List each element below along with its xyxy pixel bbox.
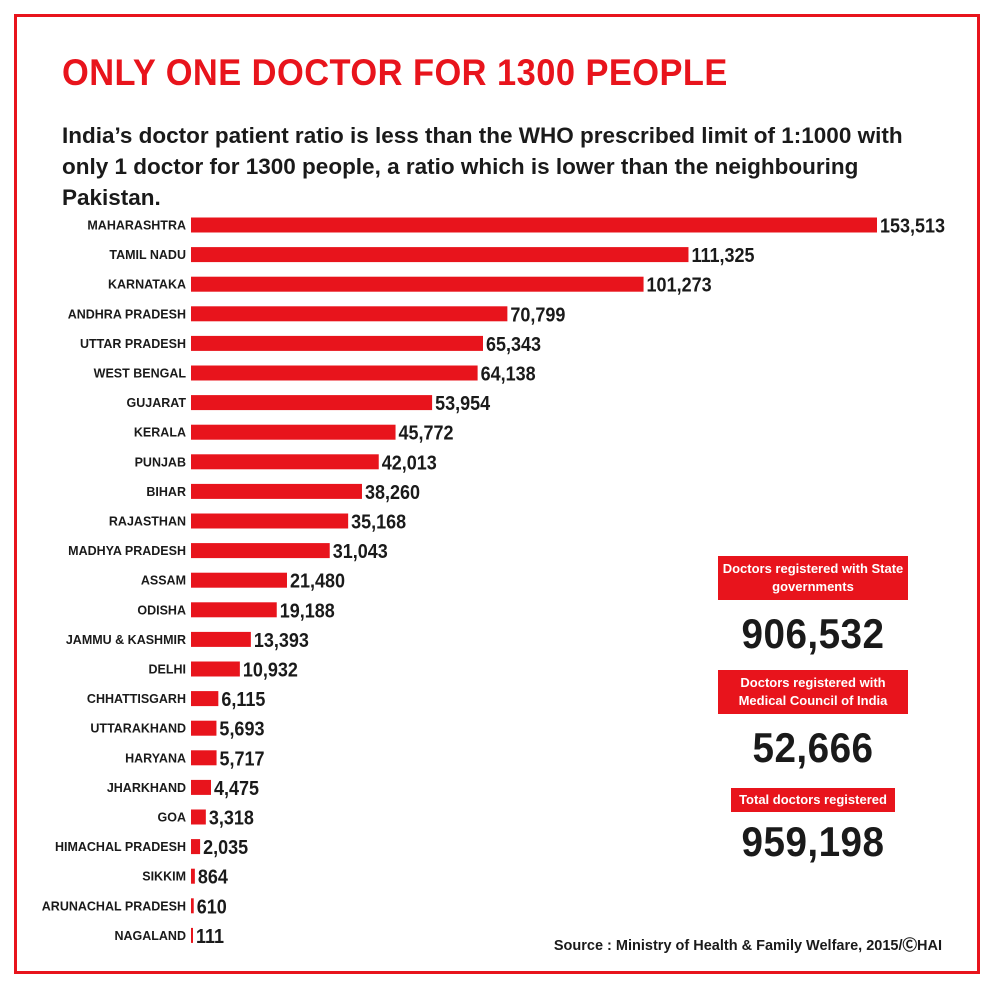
bar [191, 750, 217, 766]
category-label: SIKKIM [142, 870, 186, 884]
stat-value: 52,666 [752, 724, 874, 771]
value-label: 864 [198, 867, 228, 889]
bar [191, 691, 219, 707]
bar [191, 602, 277, 618]
page-subtitle: India’s doctor patient ratio is less tha… [62, 123, 903, 210]
category-label: ANDHRA PRADESH [68, 307, 186, 321]
category-label: JHARKHAND [107, 781, 186, 795]
stat-value: 959,198 [741, 818, 885, 865]
category-label: CHHATTISGARH [87, 692, 186, 706]
bar [191, 927, 193, 943]
page-title: ONLY ONE DOCTOR FOR 1300 PEOPLE [62, 52, 728, 93]
bar [191, 839, 201, 855]
value-label: 64,138 [481, 364, 536, 386]
value-label: 13,393 [254, 630, 309, 652]
value-label: 610 [197, 896, 227, 918]
stat-label: Doctors registered with State government… [718, 556, 908, 600]
bar [191, 513, 349, 529]
stat-label: Total doctors registered [731, 788, 895, 812]
value-label: 19,188 [280, 600, 335, 622]
bar [191, 779, 211, 795]
bar [191, 720, 217, 736]
category-label: GOA [158, 811, 186, 825]
category-label: KARNATAKA [108, 278, 186, 292]
category-label: GUJARAT [127, 396, 187, 410]
value-label: 35,168 [351, 512, 406, 534]
value-label: 45,772 [399, 423, 454, 445]
value-label: 101,273 [647, 275, 712, 297]
category-label: PUNJAB [135, 455, 186, 469]
bar [191, 809, 206, 825]
value-label: 2,035 [203, 837, 248, 859]
value-label: 70,799 [510, 304, 565, 326]
category-label: MAHARASHTRA [87, 219, 186, 233]
category-label: NAGALAND [114, 929, 186, 943]
stat-total-registered: Total doctors registered 959,198 [718, 788, 908, 866]
value-label: 153,513 [880, 216, 945, 238]
source-note: Source : Ministry of Health & Family Wel… [553, 938, 942, 954]
category-label: HARYANA [125, 751, 186, 765]
value-label: 31,043 [333, 541, 388, 563]
category-label: UTTAR PRADESH [80, 337, 186, 351]
category-label: ASSAM [141, 574, 186, 588]
bar [191, 483, 362, 499]
value-label: 111 [196, 926, 224, 948]
category-label: HIMACHAL PRADESH [55, 840, 186, 854]
bar [191, 395, 433, 411]
bar [191, 335, 483, 351]
bar [191, 661, 240, 677]
value-label: 38,260 [365, 482, 420, 504]
value-label: 6,115 [221, 689, 265, 711]
bar [191, 365, 478, 381]
value-label: 65,343 [486, 334, 541, 356]
category-label: RAJASTHAN [109, 515, 186, 529]
value-label: 5,693 [219, 719, 264, 741]
bar [191, 217, 877, 233]
stat-value: 906,532 [741, 610, 885, 657]
stat-label: Doctors registered with Medical Council … [718, 670, 908, 714]
value-label: 21,480 [290, 571, 345, 593]
bar [191, 631, 251, 647]
bar [191, 543, 330, 559]
value-label: 4,475 [214, 778, 259, 800]
category-label: KERALA [134, 426, 186, 440]
bar [191, 247, 689, 263]
bar [191, 306, 508, 322]
value-label: 42,013 [382, 452, 437, 474]
category-label: MADHYA PRADESH [68, 544, 186, 558]
value-label: 3,318 [209, 808, 254, 830]
category-label: ODISHA [137, 603, 186, 617]
bar [191, 898, 194, 914]
category-label: UTTARAKHAND [90, 722, 186, 736]
bar [191, 572, 287, 588]
bar [191, 424, 396, 440]
value-label: 5,717 [220, 748, 265, 770]
stat-state-registered: Doctors registered with State government… [718, 556, 908, 658]
border-frame [14, 14, 980, 974]
stat-mci-registered: Doctors registered with Medical Council … [718, 670, 908, 772]
value-label: 53,954 [435, 393, 490, 415]
category-label: ARUNACHAL PRADESH [42, 899, 186, 913]
value-label: 10,932 [243, 660, 298, 682]
category-label: WEST BENGAL [94, 367, 187, 381]
category-label: BIHAR [146, 485, 186, 499]
category-label: DELHI [149, 663, 187, 677]
category-label: JAMMU & KASHMIR [66, 633, 186, 647]
category-label: TAMIL NADU [109, 248, 186, 262]
bar [191, 868, 195, 884]
bar [191, 276, 644, 292]
value-label: 111,325 [691, 245, 754, 267]
bar [191, 454, 379, 470]
